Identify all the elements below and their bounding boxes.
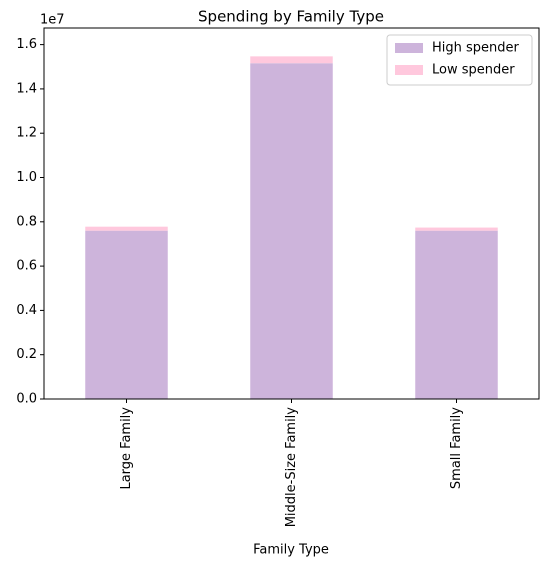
bar [415, 227, 498, 231]
x-tick-label: Middle-Size Family [284, 407, 299, 528]
y-tick-label: 0.6 [16, 259, 37, 274]
y-tick-label: 0.8 [16, 214, 37, 229]
y-tick-label: 1.2 [16, 126, 37, 141]
legend-label: High spender [432, 41, 520, 56]
bar [250, 63, 333, 399]
y-tick-label: 0.0 [16, 392, 37, 407]
y-tick-label: 1.0 [16, 170, 37, 185]
bar [415, 230, 498, 399]
bar [85, 230, 168, 399]
y-tick-label: 0.4 [16, 303, 37, 318]
x-tick-label: Small Family [449, 407, 464, 489]
y-offset-label: 1e7 [40, 13, 65, 28]
legend-swatch [395, 65, 423, 75]
bar [85, 226, 168, 231]
y-tick-label: 0.2 [16, 347, 37, 362]
x-axis-label: Family Type [253, 543, 329, 558]
legend-swatch [395, 43, 423, 53]
bar [250, 56, 333, 64]
legend-box [386, 34, 533, 86]
chart-title: Spending by Family Type [198, 8, 384, 26]
legend-label: Low spender [432, 63, 515, 78]
plot-frame [43, 27, 540, 400]
x-tick-label: Large Family [119, 407, 134, 490]
y-tick-label: 1.4 [16, 81, 37, 96]
y-tick-label: 1.6 [16, 37, 37, 52]
